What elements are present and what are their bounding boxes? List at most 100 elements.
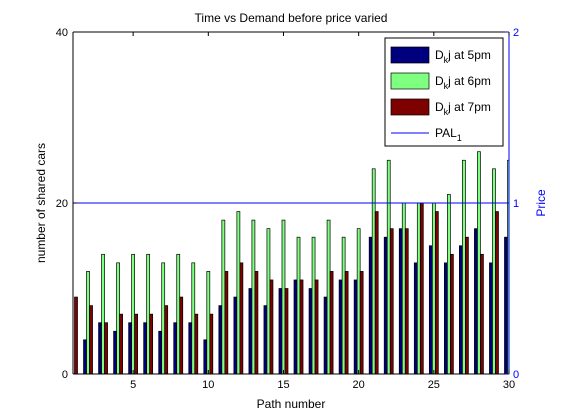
bar [173, 322, 178, 375]
bar [251, 219, 256, 375]
x-tick-label: 30 [503, 379, 515, 391]
bar [233, 296, 238, 375]
bar [326, 219, 331, 375]
bar [413, 262, 418, 375]
bar [203, 339, 208, 375]
bar [474, 228, 478, 375]
bar [416, 202, 421, 375]
bar [83, 339, 87, 375]
bar [146, 253, 151, 375]
bar [314, 279, 319, 375]
bar [143, 322, 148, 375]
x-tick-label: 15 [277, 379, 289, 391]
legend-label: Dkj at 6pm [435, 74, 491, 91]
bar [389, 228, 394, 375]
bar [206, 271, 211, 375]
bar [116, 262, 120, 375]
bar [149, 313, 154, 375]
bar [191, 262, 196, 375]
bar [224, 271, 229, 375]
y-tick-label: 0 [62, 369, 68, 381]
chart-title: Time vs Demand before price varied [195, 11, 388, 25]
bar [353, 279, 358, 375]
bar [383, 236, 388, 375]
bar [188, 322, 193, 375]
legend-swatch [390, 46, 430, 64]
y-axis-label: number of shared cars [34, 143, 48, 263]
bar [368, 236, 373, 375]
bar [465, 236, 469, 375]
bar [489, 262, 493, 375]
bar [284, 288, 289, 375]
bar [447, 194, 451, 375]
bar [434, 211, 439, 375]
bar [221, 219, 226, 375]
bar [131, 253, 135, 375]
bar [398, 228, 403, 375]
bar [459, 245, 463, 375]
right-y-tick-label: 0 [513, 369, 519, 381]
right-y-tick-label: 1 [513, 198, 519, 210]
bar [444, 262, 448, 375]
bar [209, 313, 214, 375]
bar [374, 211, 379, 375]
bar [480, 253, 484, 375]
bar [296, 236, 301, 375]
bar [128, 322, 132, 375]
x-axis-label: Path number [257, 397, 326, 411]
bar [329, 271, 334, 375]
bar [404, 228, 409, 375]
bar [113, 330, 117, 375]
bar [74, 296, 78, 375]
y-tick-label: 40 [56, 27, 68, 39]
bar [450, 253, 454, 375]
bar [164, 305, 169, 375]
bar [176, 253, 181, 375]
bar [161, 262, 166, 375]
bar [218, 305, 223, 375]
bar [341, 236, 346, 375]
bar [269, 279, 274, 375]
bar [263, 305, 268, 375]
bar [356, 228, 361, 375]
legend-swatch [390, 98, 430, 116]
bar [293, 279, 298, 375]
bar [86, 271, 90, 375]
bar [248, 288, 253, 375]
bar [194, 313, 199, 375]
bar [281, 219, 286, 375]
bar [239, 262, 244, 375]
bar [134, 313, 138, 375]
bar [504, 236, 508, 375]
bar [359, 271, 364, 375]
bar [179, 296, 184, 375]
bar [401, 202, 406, 375]
x-tick-label: 10 [202, 379, 214, 391]
bar [462, 159, 466, 375]
bar [431, 202, 436, 375]
bar [119, 313, 123, 375]
y-tick-label: 20 [56, 198, 68, 210]
bar [477, 151, 481, 375]
bar [492, 168, 496, 375]
bar [344, 271, 349, 375]
bar [386, 159, 391, 375]
right-y-tick-label: 2 [513, 27, 519, 39]
legend-label: PAL1 [435, 126, 462, 143]
bar [101, 253, 105, 375]
x-tick-label: 20 [353, 379, 365, 391]
x-tick-label: 25 [428, 379, 440, 391]
bar [104, 322, 108, 375]
right-y-axis-label: Price [534, 189, 548, 217]
bar [158, 330, 163, 375]
legend: Dkj at 5pm Dkj at 6pm Dkj at 7pm PAL1 [384, 37, 504, 147]
bar [371, 168, 376, 375]
legend-swatch [390, 72, 430, 90]
bar [323, 296, 328, 375]
bar [98, 322, 102, 375]
legend-label: Dkj at 5pm [435, 48, 491, 65]
bar [419, 202, 424, 375]
